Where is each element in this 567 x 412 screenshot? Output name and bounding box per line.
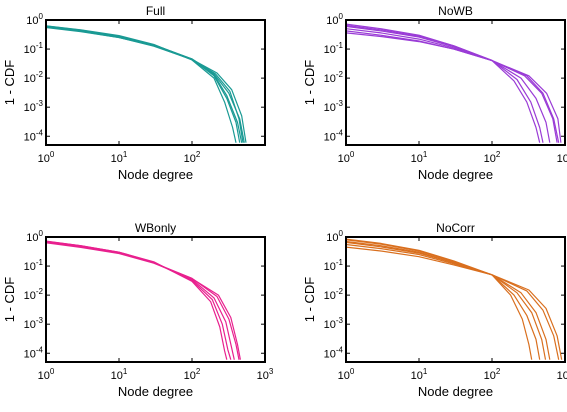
x-tick-label: 101 <box>111 150 128 165</box>
series-line-5 <box>45 25 237 143</box>
series-line-6 <box>345 32 562 143</box>
series-line-1 <box>345 23 541 143</box>
y-tick-label: 10-1 <box>24 258 44 273</box>
series-line-5 <box>345 241 547 360</box>
x-tick-label: 102 <box>184 150 201 165</box>
y-tick-label: 10-4 <box>324 345 344 360</box>
x-tick-label: 102 <box>484 150 501 165</box>
x-axis-label: Node degree <box>118 384 193 399</box>
x-tick-label: 100 <box>38 367 55 382</box>
y-tick-label: 10-3 <box>324 99 344 114</box>
series-group <box>345 23 562 143</box>
y-axis-label: 1 - CDF <box>302 60 317 106</box>
y-tick-label: 10-4 <box>24 345 44 360</box>
y-tick-label: 10-3 <box>324 316 344 331</box>
y-tick-label: 10-2 <box>324 70 344 85</box>
y-tick-label: 10-3 <box>24 316 44 331</box>
y-axis-label: 1 - CDF <box>2 60 17 106</box>
y-tick-label: 10-4 <box>324 128 344 143</box>
y-tick-label: 10-2 <box>24 287 44 302</box>
y-axis-label: 1 - CDF <box>2 277 17 323</box>
y-axis-label: 1 - CDF <box>302 277 317 323</box>
x-tick-label: 100 <box>338 367 355 382</box>
y-tick-label: 10-1 <box>324 41 344 56</box>
series-line-6 <box>45 26 244 143</box>
y-tick-label: 10-3 <box>24 99 44 114</box>
series-line-5 <box>45 240 232 360</box>
panel-title: NoWB <box>438 4 473 18</box>
y-tick-label: 10-2 <box>324 287 344 302</box>
axes-box <box>45 236 266 363</box>
panel-nowb: 100 101 102 103 100 10-1 10-2 10-3 10-4 NoWB Node … <box>302 4 567 182</box>
y-tick-label: 100 <box>326 12 343 27</box>
y-tick-label: 100 <box>26 229 43 244</box>
y-tick-label: 10-1 <box>24 41 44 56</box>
y-tick-label: 10-1 <box>324 258 344 273</box>
x-tick-label: 102 <box>484 367 501 382</box>
x-axis-label: Node degree <box>418 167 493 182</box>
series-group <box>45 25 247 143</box>
panel-nocorr: 100 101 102 103 100 10-1 10-2 10-3 10-4 NoCorr Nod… <box>302 221 567 399</box>
series-group <box>345 238 563 360</box>
series-line-5 <box>345 24 544 143</box>
series-line-1 <box>345 238 541 360</box>
x-tick-label: 103 <box>257 367 274 382</box>
x-tick-label: 103 <box>557 367 567 382</box>
panel-wbonly: 100 101 102 103 100 10-1 10-2 10-3 10-4 WBonly Nod… <box>2 221 274 399</box>
series-line-6 <box>345 246 563 360</box>
x-axis-label: Node degree <box>118 167 193 182</box>
series-line-4 <box>45 242 241 360</box>
panel-title: WBonly <box>135 221 176 235</box>
x-tick-label: 100 <box>38 150 55 165</box>
y-tick-label: 10-4 <box>24 128 44 143</box>
series-line-4 <box>345 239 533 360</box>
axes-box <box>45 19 266 146</box>
x-tick-label: 101 <box>411 367 428 382</box>
panel-title: NoCorr <box>436 221 475 235</box>
x-axis-label: Node degree <box>418 384 493 399</box>
axes-box <box>345 19 566 146</box>
axes-box <box>345 236 566 363</box>
series-group <box>45 240 241 360</box>
x-tick-label: 100 <box>338 150 355 165</box>
x-tick-label: 103 <box>557 150 567 165</box>
panel-title: Full <box>146 4 165 18</box>
x-tick-label: 101 <box>411 150 428 165</box>
series-line-4 <box>45 26 247 143</box>
y-tick-label: 100 <box>26 12 43 27</box>
y-tick-label: 100 <box>326 229 343 244</box>
panel-full: 100 101 102 100 10-1 10-2 10-3 10-4 Full Node deg… <box>2 4 266 182</box>
y-tick-label: 10-2 <box>24 70 44 85</box>
x-tick-label: 102 <box>184 367 201 382</box>
x-tick-label: 101 <box>111 367 128 382</box>
